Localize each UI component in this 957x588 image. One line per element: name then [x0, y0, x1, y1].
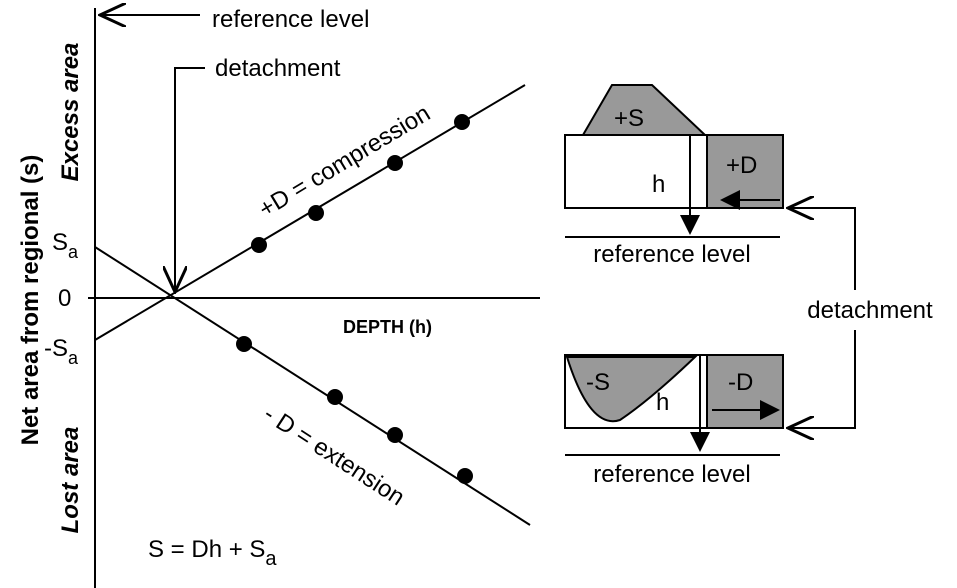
lost-label: Lost area [57, 427, 84, 534]
tick-sub: a [68, 242, 79, 262]
inset-d: -D [728, 369, 753, 396]
x-label: DEPTH (h) [343, 317, 432, 337]
tick: 0 [58, 285, 71, 312]
y-label: Net area from regional (s) [17, 155, 44, 446]
inset-reference: reference level [593, 241, 750, 268]
tick-main: S [52, 229, 68, 256]
detachment-label: detachment [215, 55, 341, 82]
inset-h: h [656, 389, 669, 416]
points [236, 114, 473, 484]
tick: Sa [52, 229, 79, 262]
inset-detachment: detachment [807, 297, 933, 324]
inset-s: -S [586, 369, 610, 396]
equation: S = Dh + Sa [148, 536, 277, 570]
tick: -Sa [44, 335, 79, 368]
inset-reference: reference level [593, 461, 750, 488]
equation-main: S = Dh + S [148, 536, 265, 563]
inset-h: h [652, 171, 665, 198]
equation-sub: a [265, 548, 277, 570]
compression-label: +D = compression [254, 100, 435, 223]
extension-label: - D = extension [259, 400, 410, 511]
excess-label: Excess area [57, 43, 84, 182]
tick-main: -S [44, 335, 68, 362]
tick-sub: a [68, 348, 79, 368]
axes [88, 8, 540, 588]
inset-d: +D [726, 152, 757, 179]
detachment-bracket [788, 208, 856, 428]
reference-label: reference level [212, 6, 369, 33]
inset-top [564, 84, 784, 238]
inset-s: +S [614, 105, 644, 132]
inset-bottom [564, 354, 784, 456]
